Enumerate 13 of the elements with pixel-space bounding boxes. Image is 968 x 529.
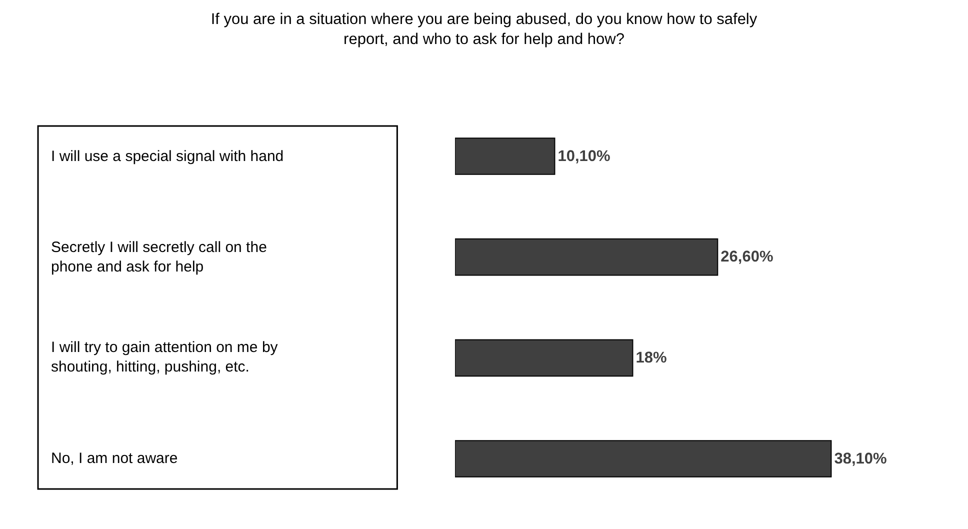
data-label: 10,10% [558, 148, 611, 165]
data-label: 38,10% [834, 450, 887, 468]
bar [455, 138, 556, 175]
chart-title: If you are in a situation where you are being abused, do you know how to safely report, and who to ask for help and how? [210, 10, 758, 48]
data-label: 26,60% [720, 248, 774, 266]
y-tick-label: I will use a special signal with hand [51, 148, 284, 165]
y-tick-label: No, I am not aware [51, 450, 178, 467]
y-tick-label: I will try to gain attention on me by shouting, hitting, pushing, etc. [51, 339, 278, 376]
bar [455, 339, 634, 377]
bar [455, 238, 718, 276]
bar [455, 440, 832, 478]
y-tick-label: Secretly I will secretly call on the phone and ask for help [51, 239, 267, 276]
data-label: 18% [636, 349, 667, 366]
